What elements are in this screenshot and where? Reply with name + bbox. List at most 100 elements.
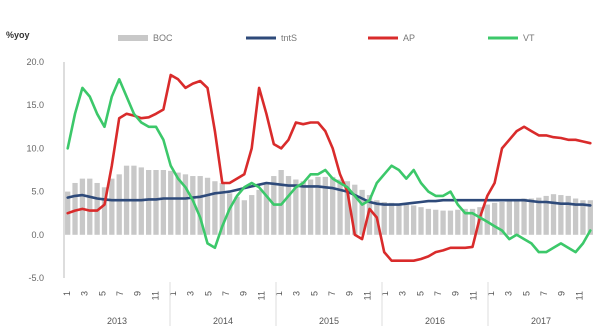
series-line-ap bbox=[66, 73, 592, 263]
x-tick-label: 1 bbox=[168, 291, 178, 296]
boc-bar bbox=[307, 179, 314, 235]
x-tick-label: 1 bbox=[62, 291, 72, 296]
x-tick-label: 7 bbox=[327, 291, 337, 296]
boc-bar bbox=[197, 176, 203, 235]
boc-bar bbox=[109, 178, 115, 235]
x-tick-label: 1 bbox=[486, 291, 496, 296]
boc-bar bbox=[344, 181, 351, 235]
boc-bar bbox=[580, 200, 586, 235]
x-axis-year-labels: 2013 2014 2015 2016 2017 bbox=[107, 282, 551, 326]
boc-bar bbox=[182, 174, 189, 235]
series-line-tnts bbox=[66, 181, 592, 207]
x-tick-label: 11 bbox=[256, 291, 266, 300]
x-tick-label: 9 bbox=[133, 291, 143, 296]
boc-bar bbox=[160, 170, 167, 235]
boc-bar bbox=[153, 170, 159, 235]
series-line-vt bbox=[66, 78, 592, 254]
boc-bar bbox=[241, 200, 247, 235]
x-tick-label: 1 bbox=[274, 291, 284, 296]
x-tick-label: 9 bbox=[345, 291, 355, 296]
x-tick-label: 5 bbox=[97, 291, 107, 296]
x-tick-label: 5 bbox=[521, 291, 531, 296]
boc-bar bbox=[300, 181, 306, 235]
boc-bar bbox=[322, 176, 328, 235]
boc-bar bbox=[337, 179, 343, 235]
boc-bar bbox=[447, 210, 454, 235]
boc-bar bbox=[403, 204, 409, 235]
y-tick-label: 15.0 bbox=[26, 100, 44, 110]
boc-bar bbox=[425, 208, 432, 235]
year-label: 2014 bbox=[213, 316, 233, 326]
boc-bar bbox=[285, 176, 292, 235]
y-tick-label: 10.0 bbox=[26, 143, 44, 153]
legend-swatch-boc bbox=[118, 35, 148, 41]
boc-bar bbox=[433, 209, 439, 235]
boc-bar bbox=[565, 195, 571, 235]
boc-bar bbox=[491, 202, 498, 235]
boc-bar bbox=[411, 205, 417, 235]
boc-bar bbox=[168, 170, 174, 235]
x-tick-label: 7 bbox=[539, 291, 549, 296]
boc-bar bbox=[234, 196, 240, 235]
boc-bar bbox=[315, 176, 321, 235]
x-tick-label: 11 bbox=[362, 291, 372, 300]
boc-bar bbox=[87, 178, 93, 235]
boc-bar bbox=[263, 182, 270, 235]
boc-bar bbox=[79, 178, 86, 235]
y-tick-label: 0.0 bbox=[31, 230, 44, 240]
boc-bar bbox=[499, 201, 505, 235]
boc-bar bbox=[550, 194, 557, 235]
x-tick-label: 11 bbox=[150, 291, 160, 300]
boc-bar bbox=[514, 199, 520, 235]
boc-bar bbox=[440, 210, 446, 235]
legend-label-boc: BOC bbox=[153, 33, 173, 43]
legend-label-tnts: tntS bbox=[281, 33, 297, 43]
x-tick-label: 3 bbox=[186, 291, 196, 296]
y-tick-label: -5.0 bbox=[28, 273, 44, 283]
boc-bar bbox=[226, 193, 233, 235]
boc-bar bbox=[558, 195, 564, 235]
year-label: 2016 bbox=[425, 316, 445, 326]
boc-bar bbox=[381, 201, 387, 235]
y-tick-label: 5.0 bbox=[31, 187, 44, 197]
boc-bar bbox=[418, 207, 424, 235]
boc-bar bbox=[278, 170, 284, 235]
boc-bar bbox=[146, 170, 152, 235]
legend: BOC tntS AP VT bbox=[118, 33, 535, 43]
boc-bar bbox=[536, 197, 542, 235]
x-tick-label: 1 bbox=[380, 291, 390, 296]
x-tick-label: 11 bbox=[574, 291, 584, 300]
x-tick-label: 9 bbox=[451, 291, 461, 296]
x-tick-label: 3 bbox=[504, 291, 514, 296]
x-axis-month-ticks: 1 3 5 7 9 11 1 3 5 7 9 11 1 3 5 7 9 11 1 3 5 7 9 11 1 3 5 7 9 11 bbox=[62, 291, 584, 300]
boc-bar bbox=[359, 189, 365, 235]
year-label: 2015 bbox=[319, 316, 339, 326]
boc-bar bbox=[249, 195, 255, 235]
x-tick-label: 5 bbox=[309, 291, 319, 296]
boc-bar bbox=[543, 195, 549, 235]
boc-bar bbox=[72, 182, 78, 235]
boc-bar bbox=[469, 208, 476, 235]
year-label: 2013 bbox=[107, 316, 127, 326]
year-label: 2017 bbox=[531, 316, 551, 326]
boc-bar bbox=[366, 195, 373, 235]
y-unit-label: %yoy bbox=[6, 30, 30, 40]
x-tick-label: 7 bbox=[433, 291, 443, 296]
boc-bar bbox=[528, 198, 535, 235]
x-tick-label: 9 bbox=[557, 291, 567, 296]
boc-bar bbox=[212, 181, 218, 235]
boc-bar bbox=[352, 184, 358, 235]
legend-label-ap: AP bbox=[403, 33, 415, 43]
x-tick-label: 3 bbox=[292, 291, 302, 296]
boc-bar bbox=[521, 198, 527, 235]
boc-bar bbox=[455, 209, 461, 235]
series-lines bbox=[66, 73, 592, 263]
boc-bar bbox=[506, 200, 512, 235]
boc-bar bbox=[219, 182, 225, 235]
y-tick-label: 20.0 bbox=[26, 57, 44, 67]
x-tick-label: 9 bbox=[239, 291, 249, 296]
x-tick-label: 3 bbox=[398, 291, 408, 296]
x-tick-label: 5 bbox=[415, 291, 425, 296]
